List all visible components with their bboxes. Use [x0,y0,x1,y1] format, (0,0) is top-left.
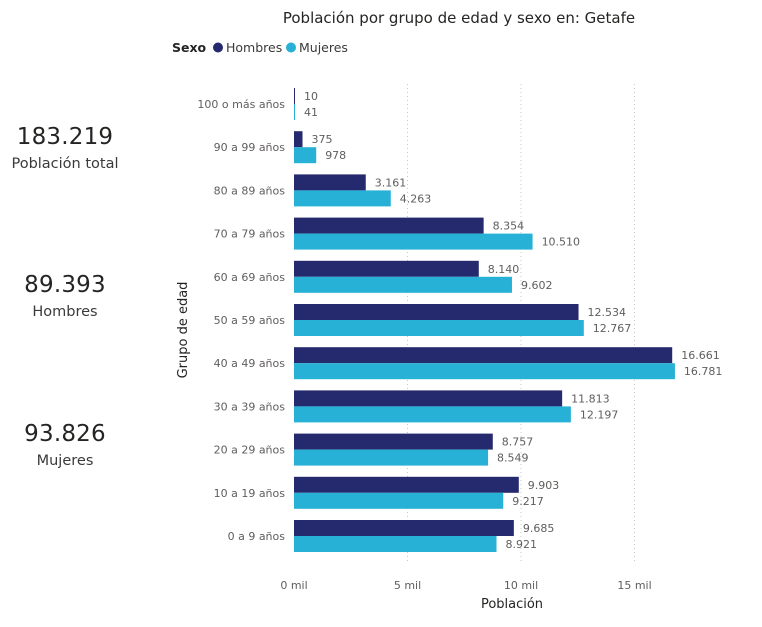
data-label-hombres: 3.161 [375,176,407,189]
data-label-mujeres: 41 [304,106,318,119]
y-axis-categories: 100 o más años 90 a 99 años 80 a 89 años 70… [197,98,285,543]
data-label-mujeres: 8.549 [497,452,528,465]
kpi-hombres-value: 89.393 [24,272,106,298]
x-axis-ticks: 0 mil 5 mil 10 mil 15 mil [280,579,651,592]
bar-hombres [294,347,673,364]
bar-mujeres [294,104,295,120]
kpi-total: 183.219 Población total [0,124,130,172]
data-label-hombres: 11.813 [571,392,610,405]
bar-mujeres [294,233,533,250]
data-label-hombres: 10 [304,90,318,103]
y-category-label: 30 a 39 años [214,400,286,413]
y-category-label: 60 a 69 años [214,271,286,284]
bars [294,88,675,552]
data-label-hombres: 9.903 [528,479,560,492]
kpi-mujeres-label: Mujeres [36,453,94,469]
legend[interactable]: Sexo Hombres Mujeres [172,40,348,55]
bar-mujeres [294,363,675,380]
data-label-mujeres: 8.921 [506,538,538,551]
y-category-label: 80 a 89 años [214,184,286,197]
x-axis-title: Población [481,597,543,612]
legend-hombres-label[interactable]: Hombres [226,40,282,55]
x-tick-label: 10 mil [504,579,538,592]
legend-title: Sexo [172,40,207,55]
data-label-mujeres: 10.510 [542,236,581,249]
bar-hombres [294,520,514,536]
kpi-total-label: Población total [11,156,119,172]
x-tick-label: 0 mil [280,579,307,592]
data-label-hombres: 8.757 [502,436,534,449]
y-axis-title: Grupo de edad [176,282,191,379]
bar-hombres [294,304,579,320]
bar-hombres [294,131,303,148]
y-category-label: 20 a 29 años [214,444,286,457]
bar-mujeres [294,406,571,423]
y-category-label: 40 a 49 años [214,357,286,370]
y-category-label: 10 a 19 años [214,487,286,500]
data-label-hombres: 9.685 [523,522,555,535]
kpi-hombres-label: Hombres [32,304,98,320]
legend-hombres-marker [213,42,223,53]
data-label-mujeres: 978 [325,149,346,162]
data-label-hombres: 16.661 [681,349,720,362]
y-category-label: 100 o más años [197,98,285,111]
bar-mujeres [294,276,512,293]
data-label-mujeres: 12.197 [580,408,619,421]
data-label-mujeres: 4.263 [400,192,432,205]
bar-hombres [294,217,484,234]
bar-labels: 10 41 375 978 3.161 4.263 8.354 10.510 8.1409.60… [304,90,722,551]
kpi-mujeres-value: 93.826 [24,421,106,447]
bar-mujeres [294,320,584,336]
y-category-label: 90 a 99 años [214,141,286,154]
bar-hombres [294,476,519,493]
data-label-hombres: 8.140 [488,263,520,276]
bar-mujeres [294,449,489,466]
bar-hombres [294,433,493,450]
bar-mujeres [294,492,504,509]
kpi-mujeres: 93.826 Mujeres [0,421,130,469]
y-category-label: 50 a 59 años [214,314,286,327]
legend-mujeres-marker [286,42,296,53]
data-label-mujeres: 9.217 [512,495,544,508]
data-label-hombres: 375 [312,133,333,146]
bar-mujeres [294,147,317,164]
bar-hombres [294,260,479,277]
data-label-hombres: 8.354 [493,220,525,233]
y-category-label: 0 a 9 años [228,530,286,543]
x-tick-label: 5 mil [394,579,421,592]
bar-mujeres [294,190,391,207]
y-category-label: 70 a 79 años [214,228,286,241]
bar-hombres [294,88,295,104]
data-label-hombres: 12.534 [588,306,627,319]
kpi-total-value: 183.219 [16,124,114,150]
bar-hombres [294,390,563,407]
chart-title: Población por grupo de edad y sexo en: G… [283,9,635,27]
data-label-mujeres: 12.767 [593,322,632,335]
bar-hombres [294,174,366,191]
legend-mujeres-label[interactable]: Mujeres [299,40,348,55]
bar-mujeres [294,536,497,552]
kpi-hombres: 89.393 Hombres [0,272,130,320]
data-label-mujeres: 16.781 [684,365,723,378]
data-label-mujeres: 9.602 [521,279,553,292]
x-tick-label: 15 mil [617,579,651,592]
